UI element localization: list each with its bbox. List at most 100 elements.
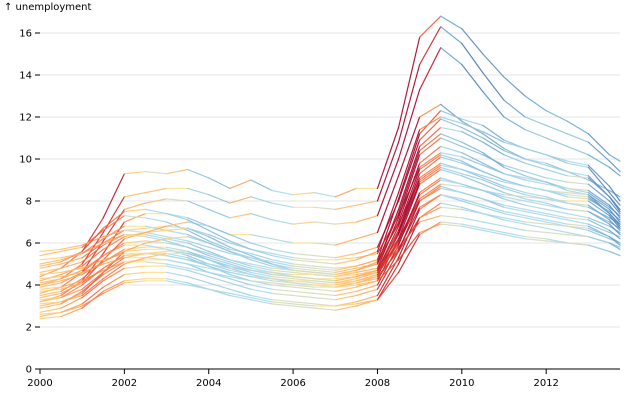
series-segment (229, 234, 252, 244)
series-line (39, 116, 621, 267)
series-segment (608, 166, 621, 177)
series-segment (355, 284, 379, 292)
series-segment (187, 168, 210, 179)
series-segment (419, 164, 442, 181)
series-segment (524, 208, 547, 215)
series-segment (81, 292, 104, 307)
series-segment (60, 307, 83, 318)
series-segment (39, 257, 62, 261)
series-segment (187, 187, 210, 196)
series-segment (566, 242, 589, 246)
series-segment (524, 129, 547, 139)
series-segment (419, 206, 442, 219)
series-segment (503, 204, 526, 210)
series-segment (503, 179, 526, 187)
series-segment (39, 282, 62, 288)
series-segment (165, 252, 189, 259)
series-segment (313, 280, 336, 284)
series-segment (334, 276, 357, 282)
series-segment (102, 236, 125, 250)
series-segment (440, 156, 463, 164)
series-segment (165, 238, 189, 244)
series-segment (334, 303, 357, 307)
series-segment (229, 282, 252, 290)
series-segment (39, 286, 62, 290)
series-segment (397, 116, 421, 177)
series-segment (440, 221, 463, 225)
series-segment (461, 28, 484, 55)
series-segment (81, 227, 104, 252)
series-segment (144, 171, 168, 175)
series-segment (313, 271, 336, 276)
series-segment (376, 223, 400, 261)
series-segment (524, 147, 547, 156)
series-segment (208, 234, 231, 244)
series-segment (397, 234, 421, 273)
series-segment (482, 141, 505, 156)
series-segment (355, 276, 379, 282)
series-segment (250, 280, 273, 284)
series-segment (102, 255, 125, 269)
series-segment (440, 137, 463, 147)
series-segment (397, 231, 421, 261)
series-segment (60, 271, 83, 278)
series-segment (587, 194, 611, 210)
series-segment (271, 267, 294, 271)
series-segment (165, 221, 189, 227)
series-segment (187, 229, 210, 242)
series-segment (461, 192, 484, 200)
series-segment (587, 219, 611, 231)
series-segment (608, 185, 621, 202)
series-segment (81, 238, 104, 255)
series-segment (187, 236, 210, 244)
series-segment (292, 221, 315, 225)
series-segment (440, 152, 463, 158)
series-segment (229, 240, 252, 250)
series-segment (461, 223, 484, 229)
series-segment (482, 124, 505, 141)
series-segment (461, 152, 484, 164)
series-segment (524, 116, 547, 127)
series-segment (545, 227, 568, 234)
series-segment (292, 276, 315, 280)
series-segment (608, 160, 621, 173)
series-segment (355, 299, 379, 305)
series-segment (503, 234, 526, 240)
series-segment (229, 263, 252, 271)
series-segment (440, 168, 463, 177)
series-segment (545, 183, 568, 189)
series-segment (376, 271, 400, 301)
series-segment (271, 271, 294, 276)
series-segment (587, 217, 611, 227)
series-line (39, 164, 621, 271)
series-segment (271, 255, 294, 261)
series-segment (313, 261, 336, 265)
series-segment (334, 294, 357, 301)
series-segment (397, 150, 421, 215)
series-segment (123, 257, 147, 265)
series-segment (355, 231, 379, 240)
series-segment (608, 250, 621, 257)
series-segment (397, 181, 421, 236)
series-segment (144, 238, 168, 244)
series-segment (376, 259, 400, 282)
y-tick-label: 12 (19, 113, 32, 124)
series-segment (144, 244, 168, 250)
series-segment (229, 269, 252, 276)
series-segment (376, 175, 400, 234)
series-segment (566, 219, 589, 225)
series-segment (292, 303, 315, 307)
series-segment (334, 284, 357, 288)
series-segment (208, 177, 231, 189)
series-segment (524, 185, 547, 192)
series-segment (524, 158, 547, 166)
series-segment (355, 267, 379, 273)
series-segment (503, 198, 526, 206)
series-line (39, 103, 621, 303)
series-segment (397, 145, 421, 210)
series-segment (566, 196, 589, 200)
series-segment (482, 91, 505, 118)
series-segment (271, 284, 294, 288)
series-segment (271, 280, 294, 284)
series-segment (397, 194, 421, 242)
